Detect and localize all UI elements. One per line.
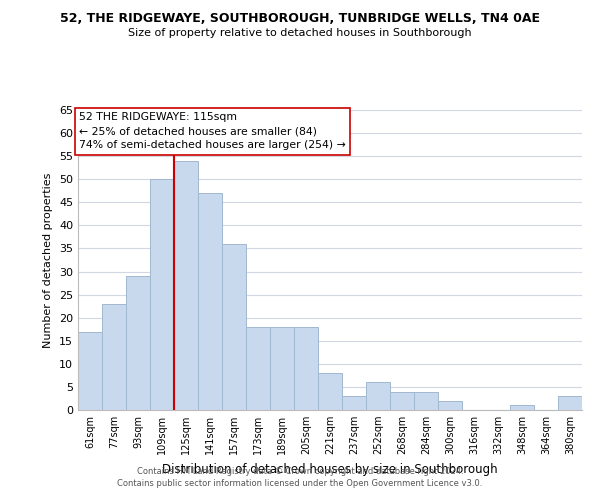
Text: Size of property relative to detached houses in Southborough: Size of property relative to detached ho… xyxy=(128,28,472,38)
Bar xyxy=(318,373,342,410)
Bar xyxy=(342,396,366,410)
Text: 52, THE RIDGEWAYE, SOUTHBOROUGH, TUNBRIDGE WELLS, TN4 0AE: 52, THE RIDGEWAYE, SOUTHBOROUGH, TUNBRID… xyxy=(60,12,540,26)
Bar xyxy=(198,193,222,410)
Bar xyxy=(126,276,150,410)
Bar xyxy=(366,382,390,410)
Bar xyxy=(102,304,126,410)
X-axis label: Distribution of detached houses by size in Southborough: Distribution of detached houses by size … xyxy=(162,462,498,475)
Bar xyxy=(174,161,198,410)
Bar xyxy=(246,327,270,410)
Bar xyxy=(558,396,582,410)
Text: Contains HM Land Registry data © Crown copyright and database right 2024.
Contai: Contains HM Land Registry data © Crown c… xyxy=(118,466,482,487)
Y-axis label: Number of detached properties: Number of detached properties xyxy=(43,172,53,348)
Text: 52 THE RIDGEWAYE: 115sqm
← 25% of detached houses are smaller (84)
74% of semi-d: 52 THE RIDGEWAYE: 115sqm ← 25% of detach… xyxy=(79,112,346,150)
Bar xyxy=(390,392,414,410)
Bar xyxy=(294,327,318,410)
Bar xyxy=(150,179,174,410)
Bar xyxy=(414,392,438,410)
Bar xyxy=(222,244,246,410)
Bar xyxy=(438,401,462,410)
Bar xyxy=(270,327,294,410)
Bar xyxy=(78,332,102,410)
Bar xyxy=(510,406,534,410)
